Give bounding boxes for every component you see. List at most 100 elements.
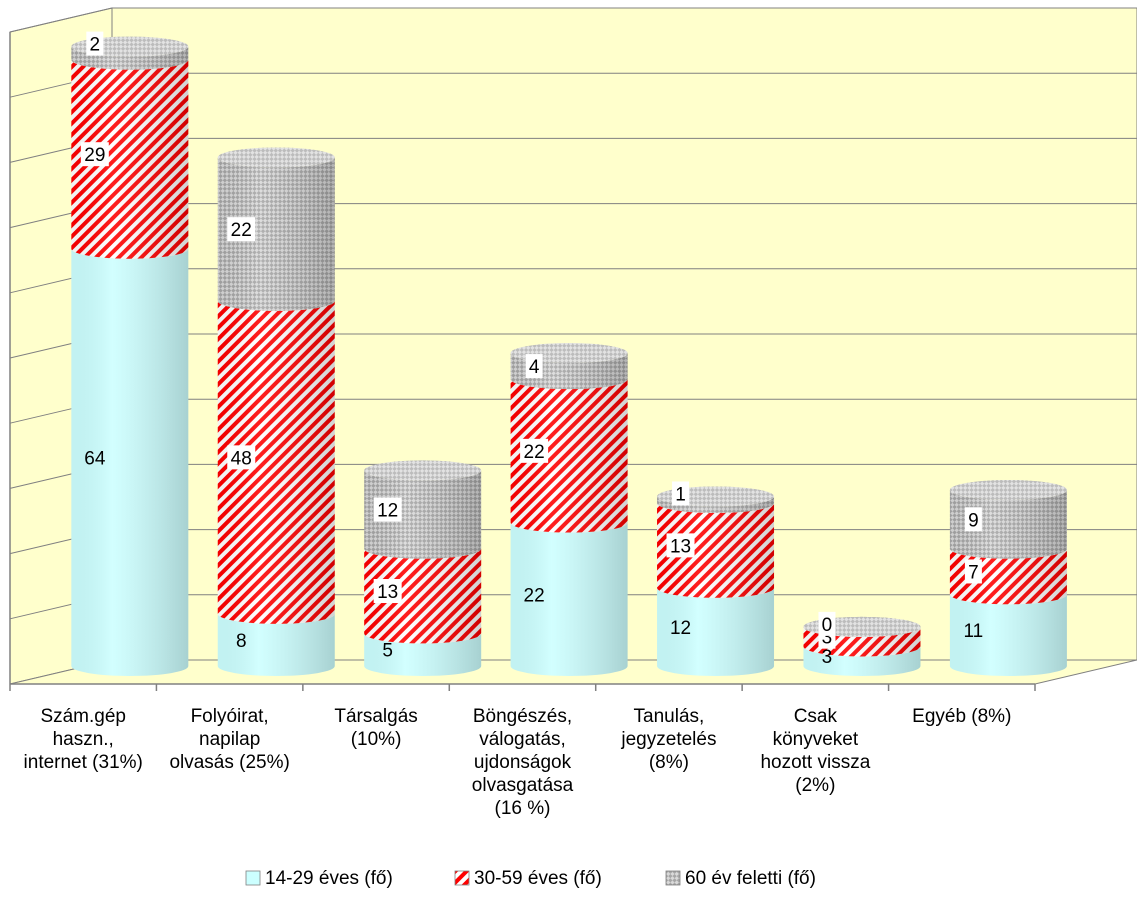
cylinder-shade [803, 626, 921, 657]
legend-label: 30-59 éves (fő) [474, 868, 602, 889]
bar-segment [949, 594, 1067, 676]
bar-segment [949, 489, 1067, 559]
data-label: 8 [236, 631, 247, 652]
data-label-bg [964, 507, 982, 532]
category-label-line: Folyóirat, [191, 706, 269, 727]
data-label-bg [525, 354, 543, 379]
data-label: 22 [524, 585, 545, 606]
data-label: 22 [520, 438, 549, 463]
data-label-text: 3 [822, 647, 833, 668]
cylinder-shade [657, 503, 775, 598]
data-label-bg [373, 497, 402, 522]
data-label: 9 [964, 507, 982, 532]
legend-item: 30-59 éves (fő) [454, 868, 602, 889]
category-label-line: könyveket [773, 729, 859, 750]
data-label-bg [964, 559, 982, 584]
category-label-line: válogatás, [479, 729, 566, 750]
data-label-text: 9 [968, 510, 979, 531]
legend-swatch [454, 870, 470, 886]
data-label-bg [666, 533, 695, 558]
data-label-text: 0 [822, 615, 833, 636]
data-label-bg [373, 579, 402, 604]
data-label-text: 22 [524, 585, 545, 606]
cylinder-shade [71, 59, 189, 259]
cylinder-shade [510, 379, 628, 533]
bars [71, 36, 1067, 676]
legend-swatch [665, 870, 681, 886]
data-label: 13 [373, 579, 402, 604]
data-label: 12 [670, 618, 691, 639]
bar-segment [71, 46, 189, 70]
data-label: 5 [382, 641, 393, 662]
bar-segment [364, 470, 482, 559]
legend: 14-29 éves (fő) 30-59 éves (fő) 60 év fele… [245, 868, 816, 889]
cylinder-top [217, 147, 335, 168]
cylinder-shade [217, 157, 335, 311]
data-label: 0 [818, 611, 836, 636]
bar-segment [510, 379, 628, 533]
data-label-text: 1 [675, 484, 686, 505]
bar-segment [657, 496, 775, 513]
bar-segment [71, 248, 189, 676]
cylinder-shade [657, 587, 775, 676]
cylinder-shade [949, 594, 1067, 676]
data-label-text: 11 [964, 621, 984, 642]
data-label-bg [227, 217, 256, 242]
category-label-line: (8%) [649, 752, 689, 773]
category-label-line: Tanulás, [634, 706, 705, 727]
data-label: 22 [227, 217, 256, 242]
data-label-text: 13 [670, 536, 691, 557]
data-label: 1 [672, 481, 690, 506]
category-label-line: Böngészés, [473, 706, 572, 727]
data-label-text: 48 [231, 448, 252, 469]
data-label: 2 [86, 31, 104, 56]
cylinder-shade [71, 248, 189, 676]
data-label-bg [520, 438, 549, 463]
cylinder-top [949, 479, 1067, 500]
data-label-bg [80, 142, 109, 167]
cylinder-shade [71, 46, 189, 70]
data-label-bg [86, 31, 104, 56]
category-label: Böngészés,válogatás,ujdonságokolvasgatás… [472, 706, 574, 819]
bar-segment [217, 157, 335, 311]
category-label-line: jegyzetelés [620, 729, 716, 750]
data-label-text: 5 [382, 641, 393, 662]
bar-segment [803, 626, 921, 657]
data-label-bg [227, 445, 256, 470]
data-label-text: 3 [822, 628, 833, 649]
cylinder-shade [949, 489, 1067, 559]
cylinder-top-highlight [364, 460, 482, 481]
data-label-text: 12 [377, 501, 398, 522]
data-label-text: 22 [231, 220, 252, 241]
data-label-text: 8 [236, 631, 247, 652]
category-label-line: hozott vissza [760, 752, 870, 773]
cylinder-shade [364, 633, 482, 676]
data-label-text: 4 [529, 357, 540, 378]
bar-segment [510, 522, 628, 676]
legend-label: 14-29 éves (fő) [265, 868, 393, 889]
bar-segment [657, 503, 775, 598]
category-label: Egyéb (8%) [912, 706, 1011, 727]
cylinder-shade [510, 522, 628, 676]
bar-segment [364, 633, 482, 676]
cylinder-top [364, 460, 482, 481]
data-label-text: 29 [84, 145, 105, 166]
legend-swatch [245, 870, 261, 886]
category-label: Társalgás(10%) [334, 706, 417, 750]
data-label: 4 [525, 354, 543, 379]
category-label-line: haszn., [53, 729, 114, 750]
category-label-line: Csak [794, 706, 838, 727]
cylinder-shade [364, 548, 482, 644]
data-label-text: 13 [377, 582, 398, 603]
data-label-text: 12 [670, 618, 691, 639]
category-label-line: ujdonságok [474, 752, 572, 773]
bar-segment [71, 59, 189, 259]
cylinder-top-highlight [217, 147, 335, 168]
category-label-line: napilap [199, 729, 260, 750]
data-label-text: 7 [968, 562, 979, 583]
category-label-line: olvasgatása [472, 775, 574, 796]
